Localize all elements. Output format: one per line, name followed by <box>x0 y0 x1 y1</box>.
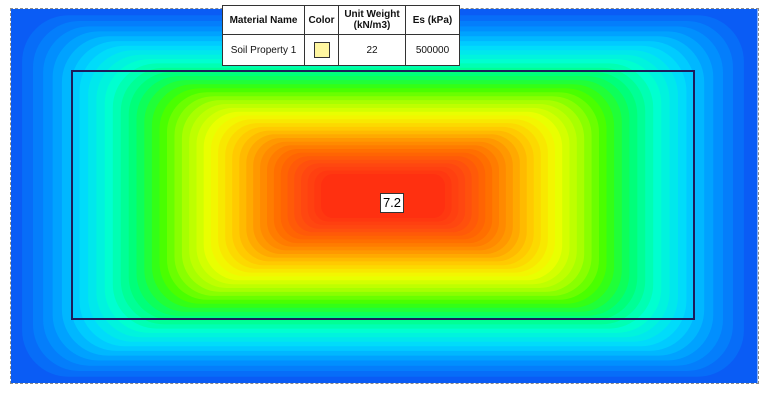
table-row: Soil Property 1 22 500000 <box>222 34 460 66</box>
header-unit-weight: Unit Weight (kN/m3) <box>338 5 406 35</box>
cell-es: 500000 <box>405 34 460 66</box>
header-es: Es (kPa) <box>405 5 460 35</box>
cell-unit-weight: 22 <box>338 34 406 66</box>
material-color-swatch <box>313 42 330 58</box>
header-material-name: Material Name <box>222 5 305 35</box>
header-color: Color <box>304 5 339 35</box>
table-header-row: Material Name Color Unit Weight (kN/m3) … <box>222 5 460 35</box>
cell-color <box>304 34 339 66</box>
cell-material-name: Soil Property 1 <box>222 34 305 66</box>
material-legend-table: Material Name Color Unit Weight (kN/m3) … <box>222 5 460 66</box>
max-value-label: 7.2 <box>380 193 404 213</box>
